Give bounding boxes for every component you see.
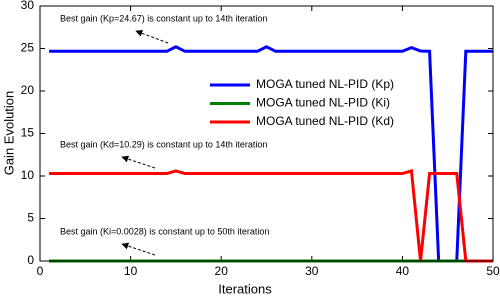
y-tick-label: 15	[21, 126, 35, 140]
y-tick-label: 25	[21, 41, 35, 55]
x-tick-label: 0	[37, 264, 44, 278]
x-axis-label: Iterations	[218, 281, 272, 296]
annotation-arrow	[121, 242, 156, 256]
y-tick-label: 5	[27, 211, 34, 225]
y-tick-label: 10	[21, 168, 35, 182]
series-line	[49, 168, 493, 263]
y-tick-label: 30	[21, 0, 35, 12]
plot-frame	[39, 5, 494, 262]
legend-label: MOGA tuned NL-PID (Ki)	[256, 96, 390, 110]
legend-label: MOGA tuned NL-PID (Kd)	[256, 114, 394, 128]
x-tick-label: 50	[486, 264, 500, 278]
annotation: Best gain (Kd=10.29) is constant up to 1…	[60, 139, 267, 149]
annotation-arrow	[135, 29, 169, 44]
annotation: Best gain (Kp=24.67) is constant up to 1…	[60, 13, 267, 23]
x-tick-label: 20	[215, 264, 229, 278]
annotation: Best gain (Ki=0.0028) is constant up to …	[60, 226, 269, 236]
legend-label: MOGA tuned NL-PID (Kp)	[256, 77, 394, 91]
annotation-arrow	[121, 155, 156, 169]
y-tick-label: 0	[27, 253, 34, 267]
y-tick-label: 20	[21, 83, 35, 97]
y-axis-label: Gain Evolution	[1, 91, 16, 176]
series-line	[49, 45, 493, 263]
x-tick-label: 40	[396, 264, 410, 278]
x-tick-label: 10	[124, 264, 138, 278]
x-tick-label: 30	[305, 264, 319, 278]
